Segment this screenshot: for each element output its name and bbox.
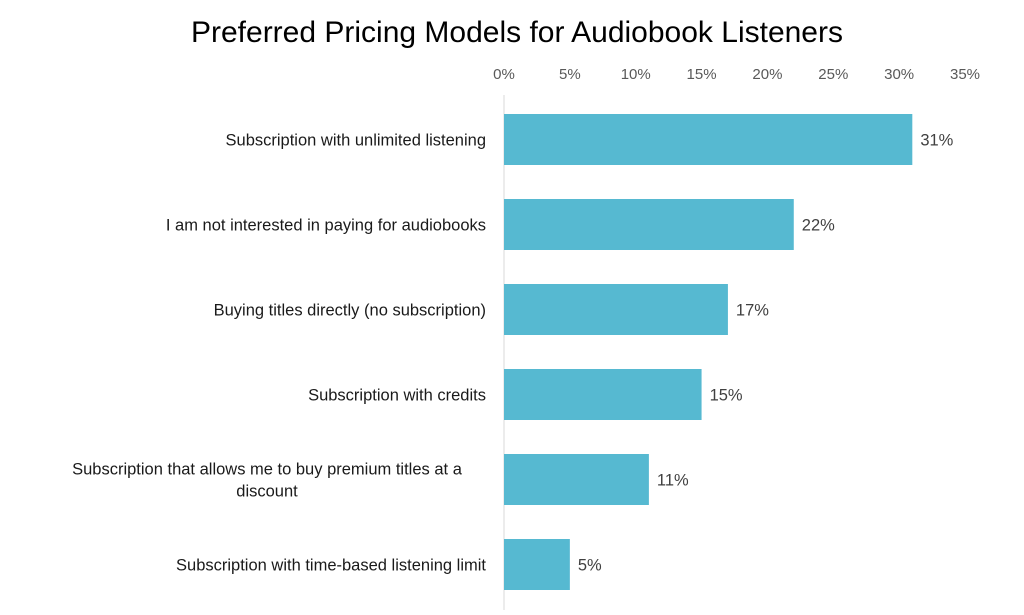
x-tick-label: 0% bbox=[493, 66, 515, 83]
data-label: 17% bbox=[736, 302, 769, 320]
data-label: 31% bbox=[920, 132, 953, 150]
category-labels: Subscription with unlimited listening I a… bbox=[72, 132, 486, 575]
bar bbox=[504, 114, 913, 165]
bar bbox=[504, 199, 794, 250]
x-tick-label: 10% bbox=[621, 66, 651, 83]
x-axis-ticks: 0% 5% 10% 15% 20% 25% 30% 35% bbox=[493, 66, 980, 83]
category-label: Buying titles directly (no subscription) bbox=[214, 302, 486, 320]
data-label: 11% bbox=[657, 472, 689, 490]
data-label: 15% bbox=[710, 387, 743, 405]
x-tick-label: 15% bbox=[687, 66, 717, 83]
data-label: 5% bbox=[578, 557, 602, 575]
bars bbox=[504, 114, 913, 590]
x-tick-label: 30% bbox=[884, 66, 914, 83]
bar bbox=[504, 539, 570, 590]
x-tick-label: 35% bbox=[950, 66, 980, 83]
data-labels: 31% 22% 17% 15% 11% 5% bbox=[578, 132, 954, 575]
bar bbox=[504, 369, 702, 420]
x-tick-label: 20% bbox=[752, 66, 782, 83]
category-label: I am not interested in paying for audiob… bbox=[166, 217, 486, 235]
category-label: Subscription with unlimited listening bbox=[226, 132, 486, 150]
bar bbox=[504, 284, 728, 335]
x-tick-label: 25% bbox=[818, 66, 848, 83]
chart-title: Preferred Pricing Models for Audiobook L… bbox=[191, 16, 843, 49]
x-tick-label: 5% bbox=[559, 66, 581, 83]
bar bbox=[504, 454, 649, 505]
category-label: Subscription that allows me to buy premi… bbox=[72, 461, 463, 501]
category-label: Subscription with time-based listening l… bbox=[176, 557, 486, 575]
category-label: Subscription with credits bbox=[308, 387, 486, 405]
data-label: 22% bbox=[802, 217, 835, 235]
